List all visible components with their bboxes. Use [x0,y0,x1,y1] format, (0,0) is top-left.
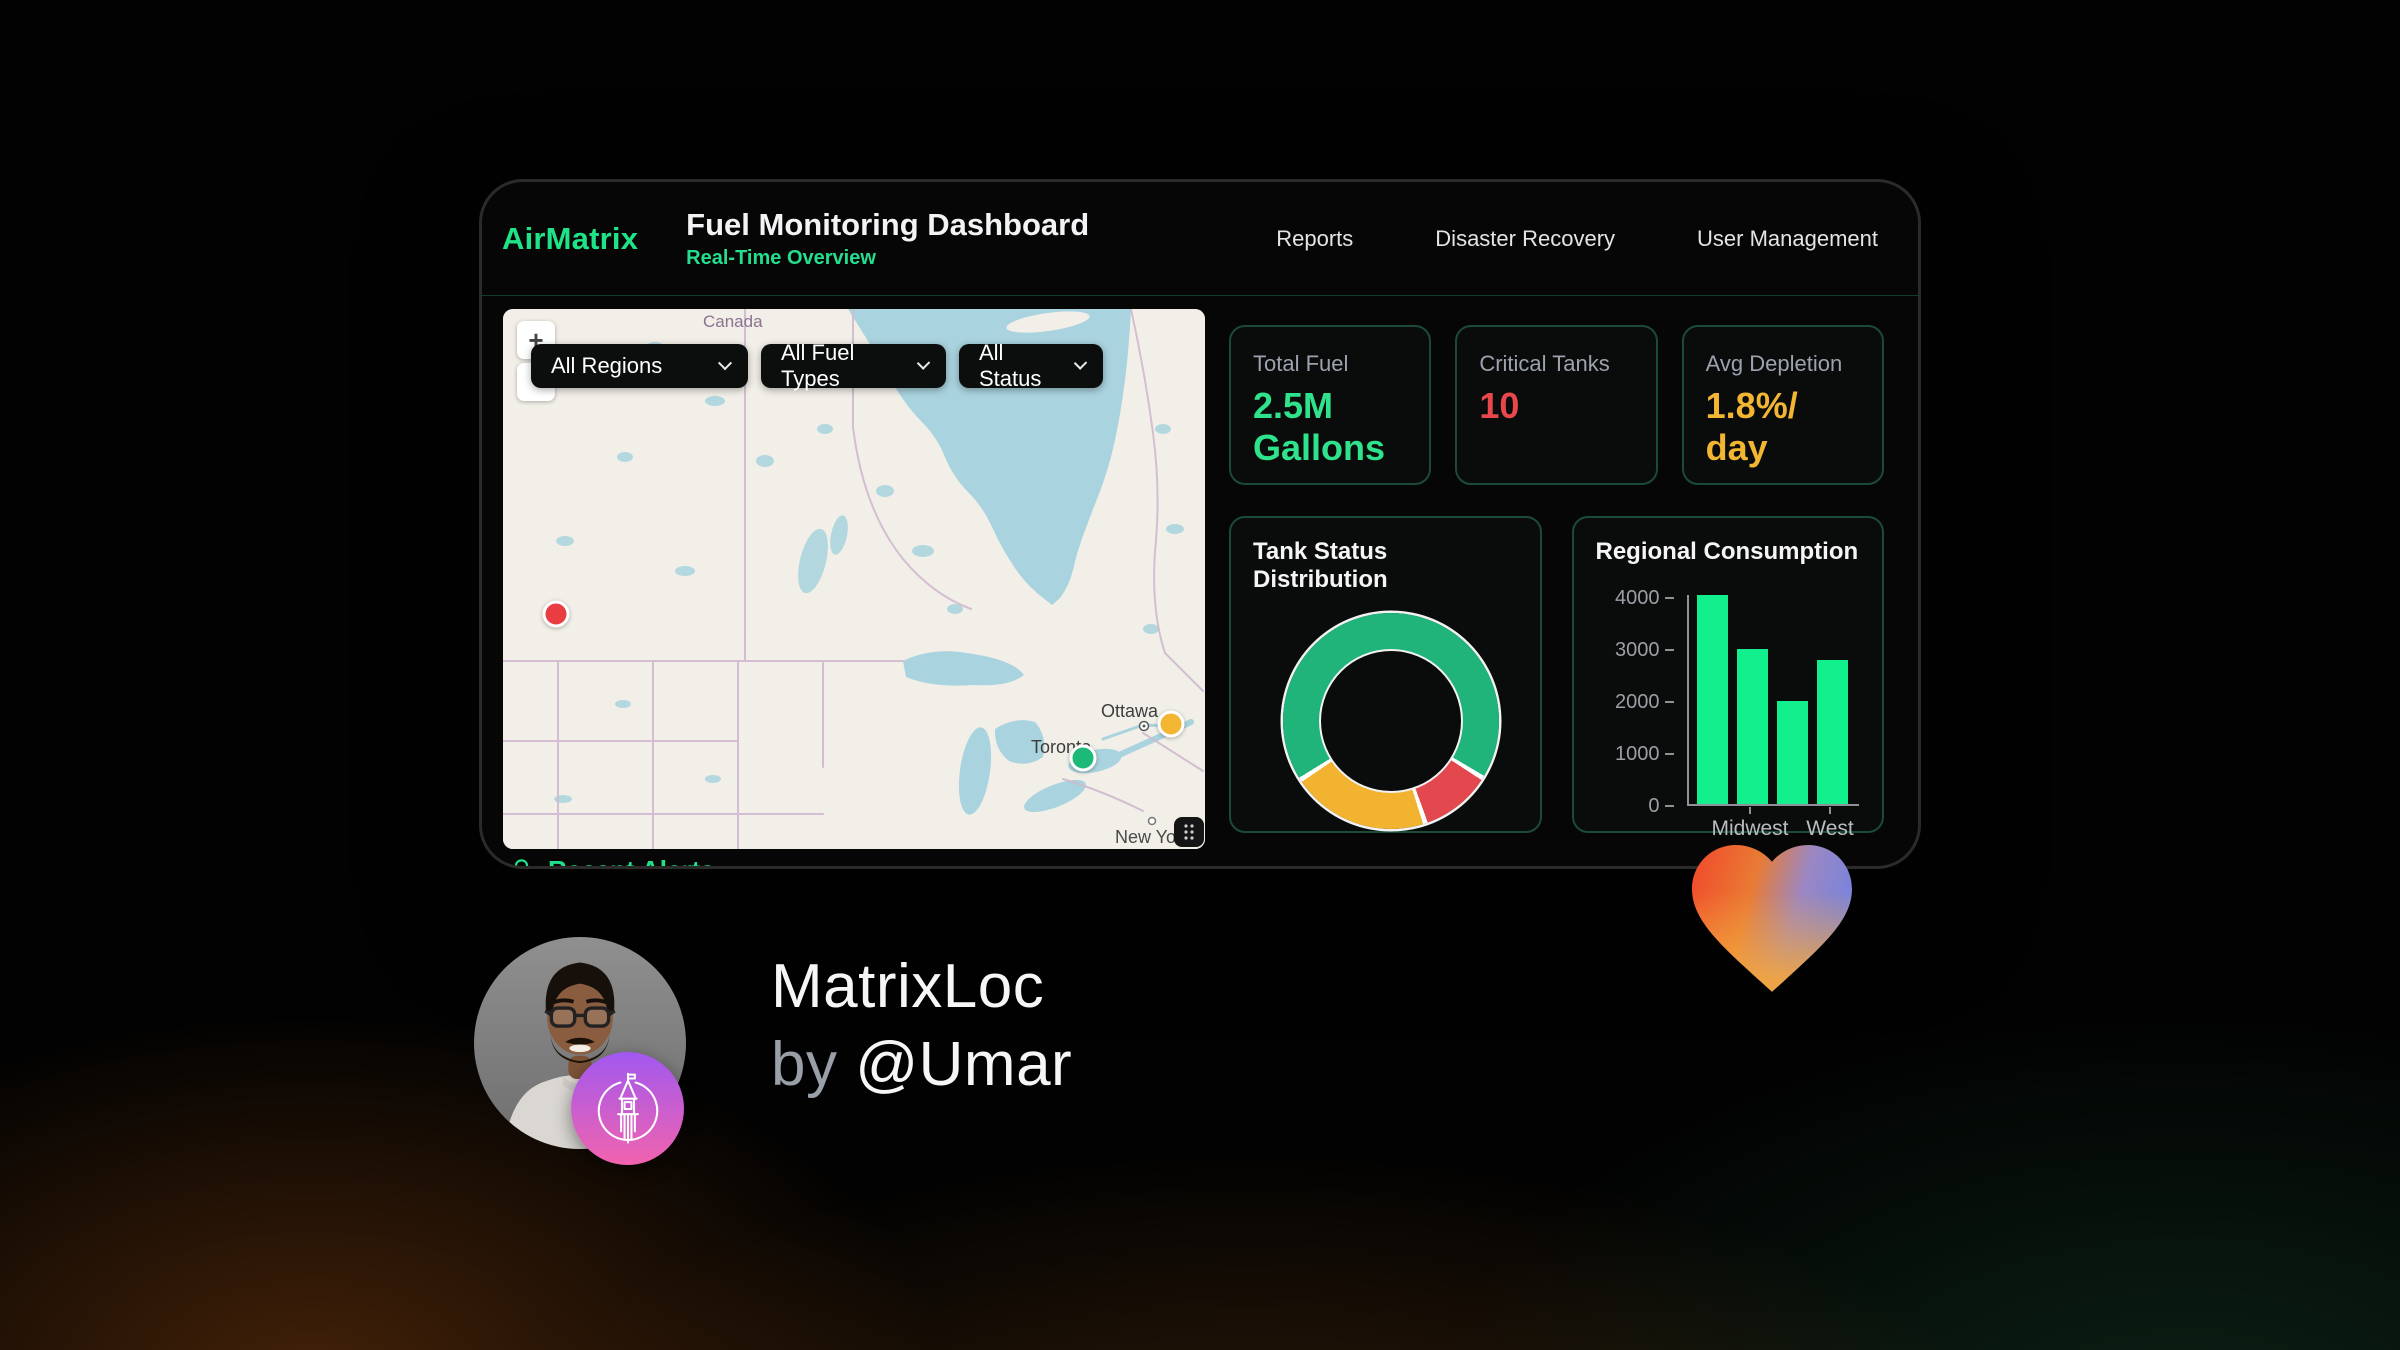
byline: by @Umar [771,1026,1072,1104]
recent-alerts-section: Recent Alerts [508,855,715,866]
map-marker-critical[interactable] [542,600,570,628]
map-marker-normal[interactable] [1069,744,1097,772]
brand-logo: AirMatrix [502,220,639,256]
lake-michigan [958,727,992,815]
map-label-new-york: New York [1115,827,1192,847]
charts-row: Tank Status Distribution Regional Consum… [1229,516,1884,840]
map-marker-warning[interactable] [1157,710,1185,738]
stat-label: Critical Tanks [1479,351,1610,376]
bar-y-axis: 0 1000 2000 3000 4000 [1574,588,1678,816]
byline-prefix: by [771,1030,838,1099]
tank-status-card: Tank Status Distribution [1229,516,1542,833]
nav-item-disaster-recovery[interactable]: Disaster Recovery [1435,225,1616,251]
chart-title: Regional Consumption [1595,538,1859,565]
stat-label: Avg Depletion [1705,351,1843,376]
map-filters: All Regions All Fuel Types All Status [531,340,1103,391]
y-tick-label: 1000 [1574,744,1678,764]
stat-card-total-fuel: Total Fuel 2.5M Gallons [1229,325,1432,485]
x-tick-label: Midwest [1711,807,1789,841]
grip-dots-icon [1184,824,1194,840]
y-tick-label: 3000 [1574,640,1678,660]
bar-plot [1686,595,1859,806]
nav-item-reports[interactable]: Reports [1276,225,1354,251]
chevron-down-icon [916,356,931,370]
dashboard-window: AirMatrix Fuel Monitoring Dashboard Real… [479,179,1921,869]
chart-title: Tank Status Distribution [1253,538,1388,593]
region-filter-select[interactable]: All Regions [531,344,748,388]
stat-value: 10 [1479,385,1520,426]
nav-item-user-management[interactable]: User Management [1697,225,1878,251]
map-base-layer: Canada Ottawa Toronto New York [503,309,1205,849]
title-block: Fuel Monitoring Dashboard Real-Time Over… [686,207,1089,270]
tower-badge [571,1052,684,1165]
region-filter-value: All Regions [551,353,663,378]
donut-hole [1319,649,1463,793]
stat-card-avg-depletion: Avg Depletion 1.8%/day [1681,325,1884,485]
stats-row: Total Fuel 2.5M Gallons Critical Tanks 10… [1229,325,1884,485]
status-filter-select[interactable]: All Status [959,340,1103,391]
stat-value: 2.5M Gallons [1253,385,1386,469]
lake-erie [1024,779,1086,813]
y-tick-label: 2000 [1574,692,1678,712]
chevron-down-icon [717,356,733,371]
app-header: AirMatrix Fuel Monitoring Dashboard Real… [482,182,1918,296]
page-subtitle: Real-Time Overview [686,247,876,269]
y-tick-label: 4000 [1574,588,1678,608]
credits-text: MatrixLoc by @Umar [771,948,1072,1104]
map[interactable]: Canada Ottawa Toronto New York + All Reg… [503,309,1205,849]
clock-tower-icon [597,1072,658,1144]
page-title: Fuel Monitoring Dashboard [686,207,1090,242]
byline-handle: @Umar [855,1030,1073,1099]
bar [1736,649,1768,804]
drag-handle[interactable] [1174,817,1204,847]
status-filter-value: All Status [979,340,1042,391]
stat-value: 1.8%/day [1705,385,1798,469]
x-tick-label: West [1806,807,1854,841]
y-tick-label: 0 [1574,796,1678,816]
recent-alerts-title: Recent Alerts [548,855,715,866]
fuel-type-filter-value: All Fuel Types [781,340,855,391]
map-label-country: Canada [703,312,763,331]
heart-icon [1692,845,1852,992]
top-nav: Reports Disaster Recovery User Managemen… [1276,226,1878,252]
lake-superior [903,651,1024,686]
bell-icon [514,859,529,866]
bar [1776,700,1808,804]
stat-label: Total Fuel [1253,351,1349,376]
bar [1816,660,1848,804]
regional-consumption-card: Regional Consumption 0 1000 2000 3000 4000 M… [1571,516,1884,840]
fuel-type-filter-select[interactable]: All Fuel Types [761,340,946,391]
bar [1696,595,1728,804]
lake-huron [994,720,1045,764]
chevron-down-icon [1073,356,1088,370]
donut-chart [1283,613,1499,829]
bar-x-labels: Midwest West [1687,807,1859,841]
map-label-ottawa: Ottawa [1101,701,1159,721]
stat-card-critical-tanks: Critical Tanks 10 [1455,325,1658,485]
dashboard-content: Canada Ottawa Toronto New York + All Reg… [482,296,1918,866]
project-name: MatrixLoc [771,952,1045,1021]
